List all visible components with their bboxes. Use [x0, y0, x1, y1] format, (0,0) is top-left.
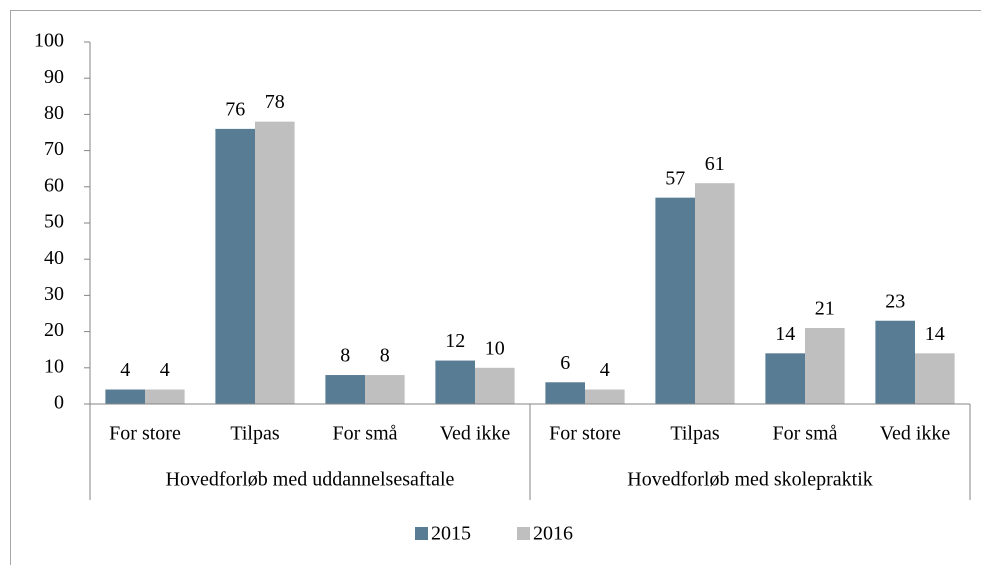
data-label: 57 [665, 167, 685, 189]
y-tick-label: 50 [44, 211, 64, 233]
bar [145, 389, 185, 404]
bar [255, 121, 295, 404]
data-label: 4 [160, 359, 170, 381]
bar [875, 320, 915, 404]
y-tick-label: 60 [44, 174, 64, 196]
y-tick-label: 30 [44, 283, 64, 305]
data-label: 8 [340, 345, 350, 367]
data-label: 8 [380, 345, 390, 367]
bar [435, 360, 475, 404]
bar [655, 197, 695, 404]
y-tick-label: 40 [44, 247, 64, 269]
bar [695, 183, 735, 404]
y-tick-label: 20 [44, 319, 64, 341]
data-label: 14 [775, 323, 795, 345]
group-label: Hovedforløb med uddannelsesaftale [166, 469, 455, 491]
data-label: 61 [705, 153, 725, 175]
data-label: 6 [560, 352, 570, 374]
bar [765, 353, 805, 404]
x-tick-label: For små [333, 423, 398, 445]
bar [365, 375, 405, 404]
y-tick-label: 70 [44, 138, 64, 160]
y-tick-label: 0 [54, 392, 64, 414]
group-label: Hovedforløb med skolepraktik [627, 469, 873, 491]
data-label: 21 [815, 298, 835, 320]
y-tick-label: 100 [34, 30, 64, 52]
data-label: 14 [925, 323, 945, 345]
data-label: 4 [120, 359, 130, 381]
data-label: 10 [485, 337, 505, 359]
x-tick-label: Ved ikke [880, 423, 951, 445]
x-tick-label: Tilpas [230, 423, 280, 445]
y-tick-label: 10 [44, 355, 64, 377]
bar [585, 389, 625, 404]
data-label: 12 [445, 330, 465, 352]
bar [325, 375, 365, 404]
data-label: 4 [600, 359, 610, 381]
x-tick-label: For store [549, 423, 621, 445]
legend-label: 2015 [431, 523, 471, 545]
y-tick-label: 90 [44, 66, 64, 88]
bar [545, 382, 585, 404]
legend-swatch [415, 527, 428, 540]
x-tick-label: Tilpas [670, 423, 720, 445]
x-tick-label: For store [109, 423, 181, 445]
bar [105, 389, 145, 404]
legend-swatch [517, 527, 530, 540]
data-label: 76 [225, 98, 245, 120]
y-tick-label: 80 [44, 102, 64, 124]
bar [805, 327, 845, 404]
chart-border [10, 10, 981, 565]
bar [475, 367, 515, 404]
x-tick-label: For små [773, 423, 838, 445]
data-label: 23 [885, 290, 905, 312]
bar [215, 128, 255, 404]
data-label: 78 [265, 91, 285, 113]
legend-label: 2016 [533, 523, 573, 545]
x-tick-label: Ved ikke [440, 423, 511, 445]
bar [915, 353, 955, 404]
